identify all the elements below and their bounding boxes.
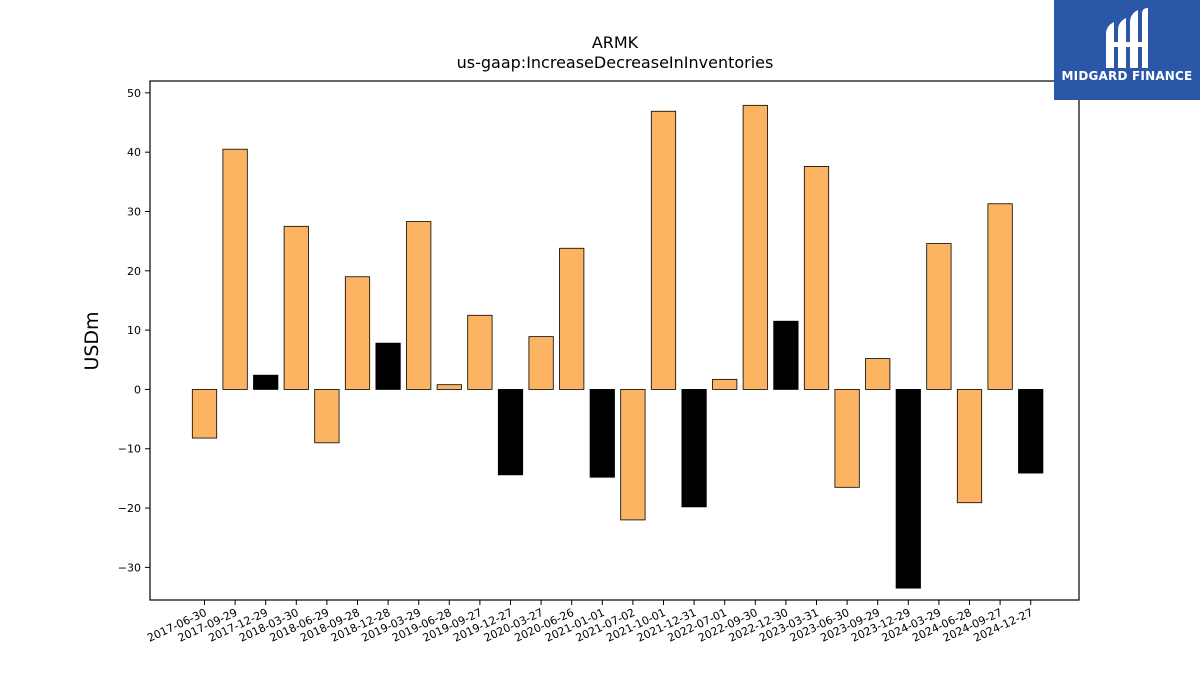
plot-frame	[149, 80, 1080, 601]
bar-2021-10-01	[650, 110, 677, 390]
x-axis: 2017-06-302017-09-292017-12-292018-03-30…	[145, 600, 1035, 645]
bar-2024-12-27	[1018, 389, 1044, 474]
bar-2017-09-29	[222, 148, 248, 390]
bar-2017-12-29	[253, 374, 279, 390]
bar-2019-09-27	[467, 314, 493, 390]
y-tick-label: 40	[127, 146, 141, 159]
bar-2021-12-31	[681, 389, 707, 508]
bar-2023-03-31	[803, 166, 830, 390]
y-tick-label: −30	[118, 561, 141, 574]
bar-2024-06-28	[956, 389, 983, 504]
y-tick-label: 30	[127, 205, 141, 218]
bar-2018-12-28	[375, 342, 401, 390]
bar-2021-07-02	[620, 389, 646, 521]
y-tick-label: 20	[127, 265, 141, 278]
y-axis: −30 −20 −10 0 10 20 30 40 50	[118, 87, 150, 574]
bar-2019-03-29	[406, 221, 432, 390]
y-axis-label: USDm	[81, 311, 103, 370]
bar-2022-09-30	[742, 104, 768, 390]
bar-2018-03-30	[283, 225, 309, 390]
chart-subtitle: us-gaap:IncreaseDecreaseInInventories	[457, 53, 774, 72]
brand-name: MIDGARD FINANCE	[1061, 69, 1193, 83]
y-tick-label: −10	[118, 443, 141, 456]
bar-2024-03-29	[926, 243, 952, 390]
y-tick-label: 10	[127, 324, 141, 337]
y-tick-label: 0	[134, 383, 141, 396]
bar-2023-12-29	[895, 389, 921, 589]
bar-2018-06-29	[314, 389, 340, 444]
brand-logo: MIDGARD FINANCE	[1054, 0, 1200, 100]
midgard-logo-icon	[1106, 8, 1148, 68]
bar-2019-06-28	[436, 384, 462, 390]
bar-2021-01-01	[589, 389, 615, 478]
y-tick-label: −20	[118, 502, 141, 515]
bar-2022-07-01	[712, 378, 738, 390]
chart-title: ARMK	[592, 33, 639, 52]
bar-2023-06-30	[834, 389, 860, 488]
bar-2023-09-29	[865, 358, 891, 390]
bar-2018-09-28	[344, 276, 371, 390]
bar-2024-09-27	[987, 203, 1013, 390]
bar-2017-06-30	[191, 389, 218, 439]
y-tick-label: 50	[127, 87, 141, 100]
bars-group	[191, 104, 1044, 589]
bar-2020-03-27	[528, 336, 554, 390]
bar-2022-12-30	[773, 320, 799, 390]
bar-2019-12-27	[497, 389, 524, 476]
bar-2020-06-26	[559, 247, 585, 390]
